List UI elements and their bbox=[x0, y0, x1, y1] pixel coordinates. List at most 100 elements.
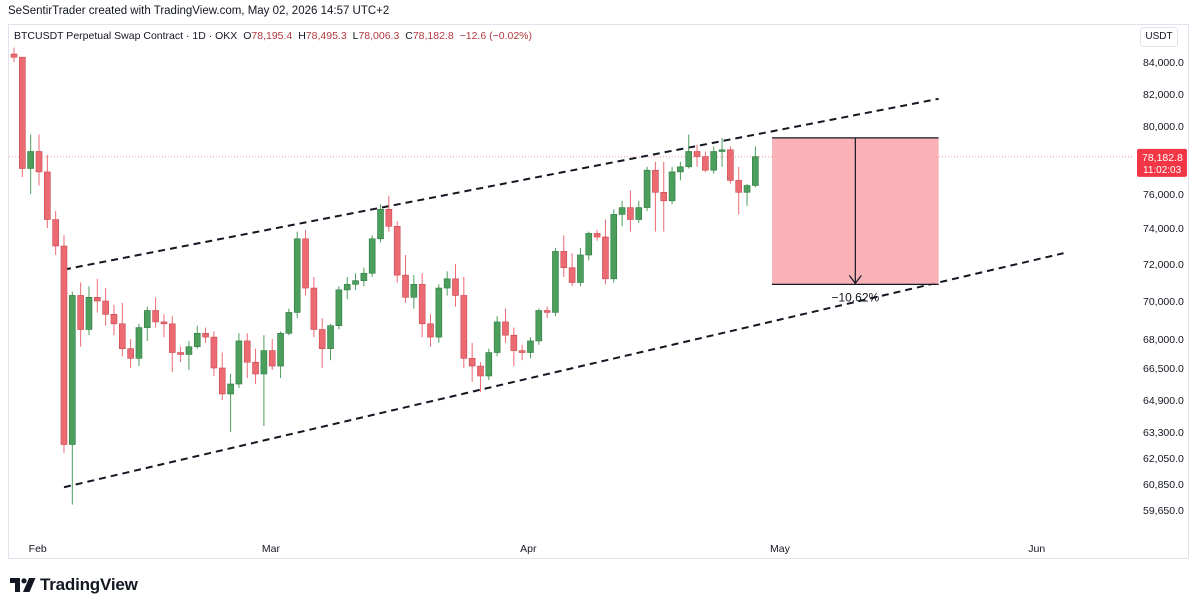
candle bbox=[618, 200, 626, 227]
candle-body bbox=[452, 278, 459, 296]
attribution-text: SeSentirTrader created with TradingView.… bbox=[8, 5, 390, 17]
candle bbox=[127, 339, 134, 368]
candle-body bbox=[94, 296, 101, 302]
price-tick-label: 80,000.0 bbox=[1143, 121, 1184, 133]
candle bbox=[377, 204, 384, 243]
candle bbox=[735, 166, 743, 215]
time-tick-label: Jun bbox=[1028, 543, 1045, 555]
candle bbox=[318, 318, 326, 368]
candle bbox=[152, 297, 159, 328]
candle bbox=[435, 284, 443, 343]
last-price-value: 78,182.8 bbox=[1142, 152, 1183, 164]
candle bbox=[310, 276, 318, 338]
candle bbox=[577, 247, 584, 287]
candle-body bbox=[243, 340, 251, 363]
candle bbox=[185, 340, 193, 370]
candle-body bbox=[493, 321, 501, 353]
candle bbox=[27, 134, 34, 194]
candle bbox=[627, 190, 634, 232]
tradingview-logo-icon bbox=[10, 578, 36, 592]
candle-body bbox=[385, 209, 393, 227]
candle-body bbox=[19, 56, 26, 169]
symbol-title: BTCUSDT Perpetual Swap Contract · 1D · O… bbox=[14, 30, 238, 42]
measure-percent-label: −10.62% bbox=[831, 290, 879, 304]
candle bbox=[510, 327, 518, 367]
candle bbox=[518, 344, 526, 361]
candle bbox=[302, 229, 309, 296]
candle bbox=[752, 146, 759, 188]
candle-body bbox=[160, 321, 168, 325]
candle-body bbox=[593, 233, 601, 238]
candle-body bbox=[427, 323, 434, 338]
candle bbox=[60, 235, 68, 453]
candle-body bbox=[360, 272, 368, 281]
candle-body bbox=[227, 383, 234, 395]
candle bbox=[585, 231, 593, 261]
candle bbox=[210, 331, 218, 376]
candle-body bbox=[127, 348, 134, 359]
candle-body bbox=[635, 207, 643, 220]
candle-body bbox=[643, 169, 651, 208]
candle bbox=[52, 211, 59, 255]
candle-body bbox=[577, 254, 584, 283]
candle-body bbox=[418, 284, 426, 325]
candle-body bbox=[443, 278, 451, 289]
candle-body bbox=[185, 346, 193, 355]
price-tick-label: 76,000.0 bbox=[1143, 189, 1184, 201]
price-tick-label: 66,500.0 bbox=[1143, 363, 1184, 375]
candle bbox=[468, 342, 476, 382]
footer-branding: TradingView bbox=[10, 574, 138, 596]
candle-body bbox=[10, 53, 18, 58]
candle bbox=[493, 316, 501, 357]
candle bbox=[160, 314, 168, 338]
candle bbox=[327, 323, 334, 361]
candle bbox=[427, 314, 434, 347]
candle bbox=[635, 200, 643, 223]
candle-body bbox=[268, 350, 276, 367]
candle-body bbox=[102, 300, 109, 315]
candle bbox=[352, 273, 359, 290]
candle bbox=[418, 273, 426, 338]
candle-body bbox=[618, 207, 626, 215]
candle bbox=[168, 316, 176, 372]
candle bbox=[335, 286, 343, 330]
candle-body bbox=[310, 287, 318, 330]
candle-body bbox=[77, 295, 84, 330]
candle-body bbox=[302, 238, 309, 289]
price-tick-label: 70,000.0 bbox=[1143, 296, 1184, 308]
candle bbox=[718, 137, 726, 167]
candle-body bbox=[218, 367, 226, 395]
candle-body bbox=[402, 274, 409, 298]
candle-body bbox=[110, 313, 118, 325]
time-tick-label: Feb bbox=[29, 543, 47, 555]
candle bbox=[560, 235, 568, 277]
candle-body bbox=[260, 350, 268, 375]
price-tick-label: 82,000.0 bbox=[1143, 89, 1184, 101]
candle-body bbox=[568, 267, 576, 283]
symbol-legend: BTCUSDT Perpetual Swap Contract · 1D · O… bbox=[14, 30, 532, 42]
candle bbox=[252, 348, 259, 384]
candle-body bbox=[210, 336, 218, 369]
candle bbox=[44, 154, 51, 228]
candle bbox=[69, 291, 76, 505]
candle bbox=[110, 304, 118, 336]
candle-body bbox=[660, 192, 668, 202]
currency-button[interactable]: USDT bbox=[1140, 27, 1178, 47]
candle bbox=[202, 327, 209, 343]
candle bbox=[460, 276, 468, 368]
candle-body bbox=[435, 287, 443, 338]
open-label: O bbox=[243, 30, 252, 42]
time-tick-label: Apr bbox=[520, 543, 537, 555]
candle-body bbox=[52, 219, 59, 247]
candle-body bbox=[718, 149, 726, 152]
candle-body bbox=[602, 236, 609, 280]
candle-body bbox=[410, 284, 418, 298]
candle-body bbox=[710, 151, 718, 171]
candle-body bbox=[143, 310, 151, 328]
candle bbox=[543, 306, 551, 319]
candle bbox=[552, 247, 559, 317]
candle bbox=[368, 235, 376, 277]
high-label: H bbox=[298, 30, 306, 42]
candle bbox=[610, 209, 618, 283]
